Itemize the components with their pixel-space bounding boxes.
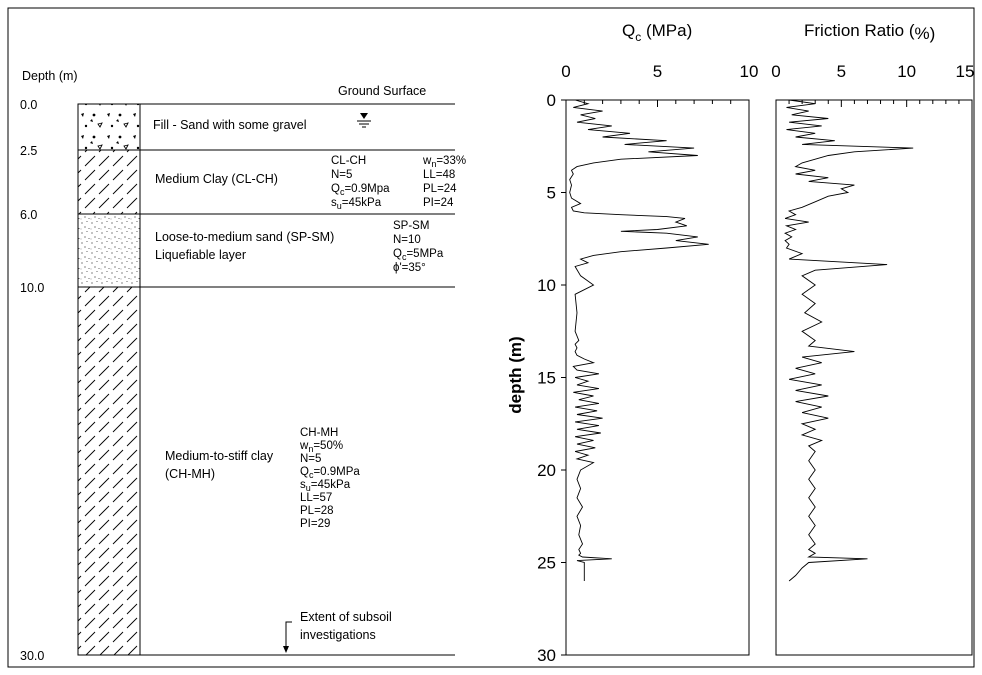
fr-x-tick-labels: 0 5 10 15 bbox=[771, 62, 974, 81]
soil-property: N=5 bbox=[300, 453, 321, 465]
soil-property: CL-CH bbox=[331, 155, 366, 167]
layer-2-column bbox=[77, 149, 141, 215]
profile-axis-label: Depth (m) bbox=[22, 69, 78, 83]
soil-property: Qc=5MPa bbox=[393, 248, 444, 262]
qc-series-line bbox=[569, 99, 709, 581]
soil-property: su=45kPa bbox=[300, 479, 351, 493]
soil-property: SP-SM bbox=[393, 220, 429, 232]
soil-property: CH-MH bbox=[300, 427, 338, 439]
fr-plot-frame bbox=[775, 99, 973, 656]
qc-x-tick-label: 5 bbox=[653, 62, 662, 81]
soil-property: wn=50% bbox=[299, 440, 343, 454]
qc-ticks bbox=[561, 99, 750, 656]
depth-tick-label: 25 bbox=[537, 554, 556, 573]
depth-tick-label: 10 bbox=[537, 276, 556, 295]
soil-property: LL=57 bbox=[300, 492, 332, 504]
fr-ticks bbox=[775, 100, 973, 107]
extent-marker bbox=[283, 621, 292, 653]
soil-property: PL=24 bbox=[423, 183, 457, 195]
friction-ratio-panel: Friction Ratio (%) 0 5 10 15 bbox=[771, 21, 974, 656]
soil-property: N=5 bbox=[331, 169, 352, 181]
qc-axis-title: Qc (MPa) bbox=[622, 21, 692, 44]
extent-label-2: investigations bbox=[300, 628, 376, 642]
layer-4-name2: (CH-MH) bbox=[165, 467, 215, 481]
soil-property: PL=28 bbox=[300, 505, 334, 517]
layer-3-name2: Liquefiable layer bbox=[155, 248, 246, 262]
layer-2-index-properties: wn=33%LL=48 PL=24 PI=24 bbox=[422, 155, 466, 209]
soil-property: LL=48 bbox=[423, 169, 455, 181]
fr-x-tick-label: 10 bbox=[897, 62, 916, 81]
layer-boundaries bbox=[78, 103, 455, 656]
ground-surface-label: Ground Surface bbox=[338, 84, 426, 98]
fr-axis-title: Friction Ratio (%) bbox=[804, 21, 935, 43]
fr-x-tick-label: 15 bbox=[956, 62, 975, 81]
depth-tick-labels: 0 5 10 15 20 25 30 bbox=[537, 91, 556, 665]
depth-tick-label: 0 bbox=[547, 91, 556, 110]
depth-label: 6.0 bbox=[20, 208, 37, 222]
soil-property: PI=24 bbox=[423, 197, 454, 209]
soil-property: PI=29 bbox=[300, 518, 330, 530]
soil-property: Qc=0.9MPa bbox=[300, 466, 360, 480]
qc-x-tick-label: 0 bbox=[561, 62, 570, 81]
qc-plot-frame bbox=[565, 99, 750, 656]
layer-3-column bbox=[77, 213, 141, 288]
depth-label: 2.5 bbox=[20, 144, 37, 158]
depth-axis-title: depth (m) bbox=[506, 336, 525, 413]
soil-profile: Depth (m) Ground Surface 0.0 2.5 6.0 10.0 30… bbox=[20, 69, 466, 663]
qc-x-tick-labels: 0 5 10 bbox=[561, 62, 758, 81]
depth-label: 0.0 bbox=[20, 98, 37, 112]
fr-series-line bbox=[784, 99, 914, 582]
layer-1-name: Fill - Sand with some gravel bbox=[153, 118, 307, 132]
layer-fills bbox=[77, 103, 141, 656]
soil-property: Qc=0.9Mpa bbox=[331, 183, 390, 197]
soil-property: su=45kPa bbox=[331, 197, 382, 211]
fr-x-tick-label: 5 bbox=[837, 62, 846, 81]
depth-tick-label: 30 bbox=[537, 646, 556, 665]
qc-x-tick-label: 10 bbox=[740, 62, 759, 81]
fr-x-tick-label: 0 bbox=[771, 62, 780, 81]
extent-label-1: Extent of subsoil bbox=[300, 610, 392, 624]
layer-1-column bbox=[77, 103, 141, 151]
qc-panel: Qc (MPa) depth (m) 0 5 10 15 20 25 30 0 5 10 bbox=[506, 21, 758, 665]
layer-4-properties: CH-MHwn=50%N=5Qc=0.9MPasu=45kPaLL=57PL=2… bbox=[299, 427, 360, 530]
depth-label: 30.0 bbox=[20, 649, 44, 663]
water-table-icon bbox=[357, 113, 371, 128]
soil-property: ϕ'=35° bbox=[393, 262, 426, 274]
layer-3-name: Loose-to-medium sand (SP-SM) bbox=[155, 230, 334, 244]
depth-label: 10.0 bbox=[20, 281, 44, 295]
layer-2-name: Medium Clay (CL-CH) bbox=[155, 172, 278, 186]
depth-tick-label: 5 bbox=[547, 184, 556, 203]
depth-tick-label: 20 bbox=[537, 461, 556, 480]
soil-property: N=10 bbox=[393, 234, 421, 246]
depth-tick-label: 15 bbox=[537, 369, 556, 388]
soil-property: wn=33% bbox=[422, 155, 466, 169]
layer-4-column bbox=[77, 286, 141, 656]
layer-4-name: Medium-to-stiff clay bbox=[165, 449, 274, 463]
depth-labels: 0.0 2.5 6.0 10.0 30.0 bbox=[20, 98, 44, 663]
figure-border bbox=[7, 7, 975, 668]
